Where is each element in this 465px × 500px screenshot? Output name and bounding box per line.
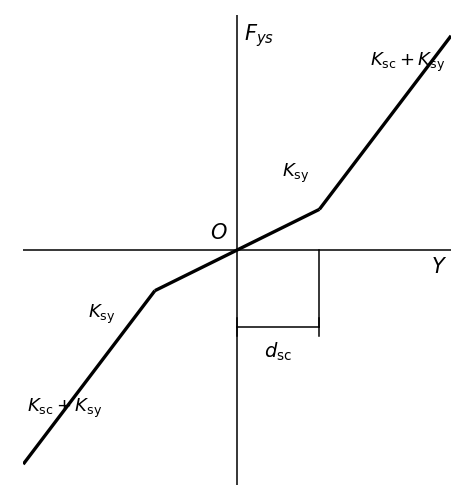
Text: $Y$: $Y$ bbox=[431, 257, 447, 277]
Text: $K_{\mathrm{sy}}$: $K_{\mathrm{sy}}$ bbox=[88, 302, 115, 326]
Text: $d_{\mathrm{sc}}$: $d_{\mathrm{sc}}$ bbox=[264, 340, 292, 362]
Text: $F_{ys}$: $F_{ys}$ bbox=[244, 22, 274, 49]
Text: $K_{\mathrm{sc}}+K_{\mathrm{sy}}$: $K_{\mathrm{sc}}+K_{\mathrm{sy}}$ bbox=[371, 50, 446, 74]
Text: $K_{\mathrm{sc}}+K_{\mathrm{sy}}$: $K_{\mathrm{sc}}+K_{\mathrm{sy}}$ bbox=[27, 396, 103, 419]
Text: $O$: $O$ bbox=[210, 223, 227, 243]
Text: $K_{\mathrm{sy}}$: $K_{\mathrm{sy}}$ bbox=[282, 162, 310, 185]
